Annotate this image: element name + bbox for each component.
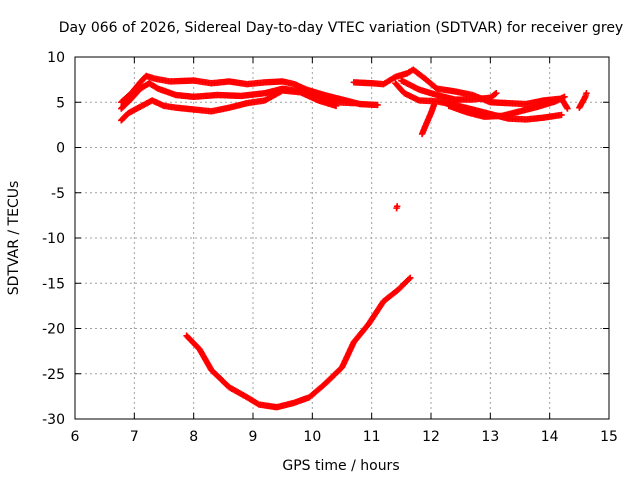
series-track-f (398, 77, 500, 103)
data-point (561, 93, 568, 101)
data-points (118, 66, 590, 411)
series-track-j (183, 274, 414, 411)
x-axis-label: GPS time / hours (282, 458, 399, 474)
data-point (407, 274, 414, 282)
y-tick-label: 10 (47, 50, 65, 66)
data-point (430, 101, 438, 109)
data-point-interp (491, 90, 499, 98)
data-point (374, 101, 381, 109)
y-tick-label: -30 (42, 412, 65, 428)
y-tick-label: -5 (51, 186, 65, 202)
data-point (558, 111, 565, 119)
series-track-h (445, 93, 568, 120)
x-tick-label: 15 (600, 429, 618, 445)
x-tick-label: 10 (303, 429, 321, 445)
series-track-c (118, 87, 340, 124)
data-point (564, 105, 571, 112)
y-tick-label: 0 (56, 141, 65, 157)
y-tick-label: -15 (42, 276, 65, 292)
x-tick-label: 6 (71, 429, 80, 445)
data-point (332, 102, 340, 110)
x-tick-label: 9 (249, 429, 258, 445)
data-point (393, 203, 401, 210)
x-tick-label: 13 (481, 429, 499, 445)
y-tick-label: -25 (42, 367, 65, 383)
series-track-i (576, 90, 590, 111)
x-tick-label: 14 (541, 429, 559, 445)
x-tick-label: 12 (422, 429, 440, 445)
y-tick-label: 5 (56, 95, 65, 111)
series-isolated-point (393, 203, 401, 212)
x-tick-label: 7 (130, 429, 139, 445)
data-point (350, 99, 358, 107)
data-point-interp (405, 275, 413, 283)
series-track-g (418, 101, 438, 138)
chart-title: Day 066 of 2026, Sidereal Day-to-day VTE… (59, 20, 623, 36)
data-point (583, 90, 590, 97)
x-tick-label: 11 (363, 429, 381, 445)
data-point (493, 90, 500, 97)
axis-ticks: 6 7 8 9 10 11 12 13 14 15 -30 -25 -20 -15 -10 -5 0 5 10 (42, 50, 618, 445)
y-axis-label: SDTVAR / TECUs (6, 181, 22, 296)
x-tick-label: 8 (189, 429, 198, 445)
y-tick-label: -20 (42, 322, 65, 338)
y-tick-label: -10 (42, 231, 65, 247)
